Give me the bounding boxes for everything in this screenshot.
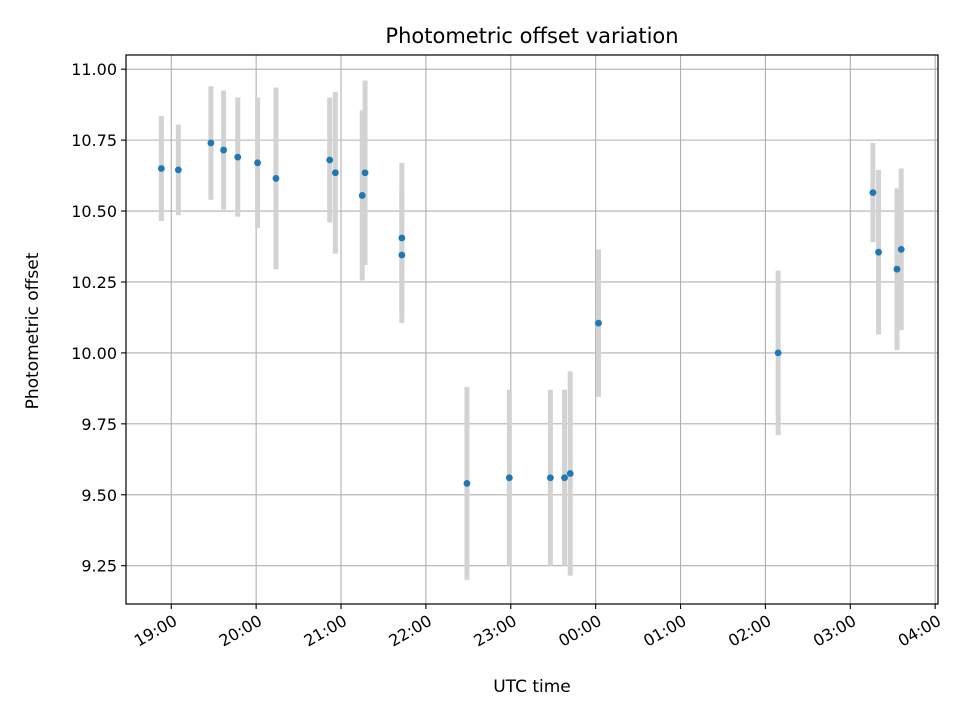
- plot-frame: [125, 54, 939, 605]
- data-point: [774, 349, 782, 357]
- data-point: [326, 156, 334, 164]
- y-tick-label: 10.25: [71, 273, 117, 292]
- data-point: [893, 265, 901, 273]
- y-axis-title: Photometric offset: [23, 252, 43, 409]
- y-tick-label: 10.75: [71, 131, 117, 150]
- data-point: [875, 248, 882, 256]
- data-point: [358, 192, 366, 199]
- y-tick-label: 11.00: [71, 60, 117, 79]
- y-tick-label: 9.25: [81, 557, 117, 576]
- data-point: [361, 169, 369, 177]
- data-point: [566, 470, 574, 477]
- data-point: [234, 153, 242, 161]
- y-tick-label: 9.75: [81, 415, 117, 434]
- data-point: [272, 175, 280, 182]
- x-axis-title: UTC time: [493, 677, 571, 697]
- data-point: [561, 474, 568, 482]
- data-point: [897, 245, 905, 253]
- data-point: [398, 234, 406, 242]
- point-layer: [157, 139, 905, 487]
- grid-layer: [126, 55, 938, 604]
- data-point: [595, 319, 602, 327]
- y-tick-label: 10.50: [71, 202, 117, 221]
- data-point: [505, 474, 513, 482]
- data-point: [174, 166, 182, 174]
- data-point: [331, 169, 339, 177]
- data-point: [207, 139, 215, 147]
- y-tick-label: 9.50: [81, 486, 117, 505]
- data-point: [157, 165, 165, 172]
- data-point: [220, 146, 228, 154]
- data-point: [398, 251, 406, 259]
- data-point: [254, 159, 261, 167]
- chart-title: Photometric offset variation: [385, 24, 678, 48]
- data-point: [463, 480, 471, 487]
- data-point: [546, 474, 554, 482]
- data-point: [869, 189, 877, 197]
- y-tick-label: 10.00: [71, 344, 117, 363]
